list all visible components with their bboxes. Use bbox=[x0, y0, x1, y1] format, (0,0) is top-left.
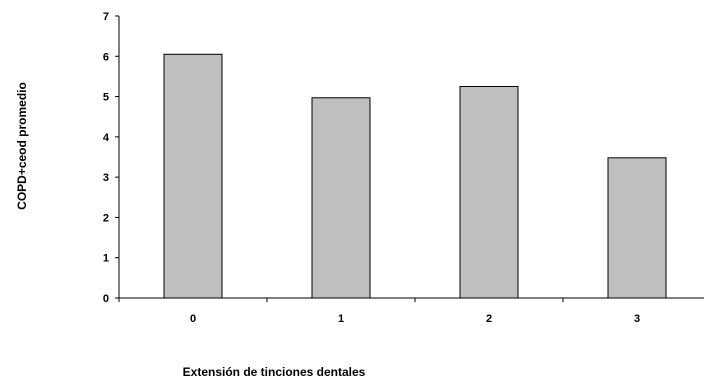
x-ticks-group: 0 1 2 3 bbox=[118, 298, 640, 325]
y-tick-label: 1 bbox=[103, 253, 109, 265]
y-tick-label: 7 bbox=[103, 11, 109, 23]
y-tick-label: 5 bbox=[103, 92, 109, 104]
y-tick-label: 6 bbox=[103, 51, 109, 63]
x-tick-label: 3 bbox=[634, 313, 640, 325]
y-tick-label: 2 bbox=[103, 212, 109, 224]
bar-2 bbox=[459, 86, 519, 299]
bars-group bbox=[163, 53, 667, 299]
bar-1 bbox=[311, 97, 371, 299]
y-tick-label: 4 bbox=[103, 132, 110, 144]
x-tick-label: 2 bbox=[486, 313, 492, 325]
y-tick-label: 0 bbox=[103, 293, 109, 305]
y-ticks-group: 0 1 2 3 4 5 6 7 bbox=[103, 11, 119, 305]
x-tick-label: 0 bbox=[190, 313, 196, 325]
y-axis-title: COPD+ceod promedio bbox=[15, 82, 29, 210]
bar-3 bbox=[607, 157, 667, 299]
y-tick-label: 3 bbox=[103, 172, 109, 184]
bar-0 bbox=[163, 53, 223, 299]
x-tick-label: 1 bbox=[338, 313, 344, 325]
x-axis-title: Extensión de tinciones dentales bbox=[183, 365, 366, 379]
